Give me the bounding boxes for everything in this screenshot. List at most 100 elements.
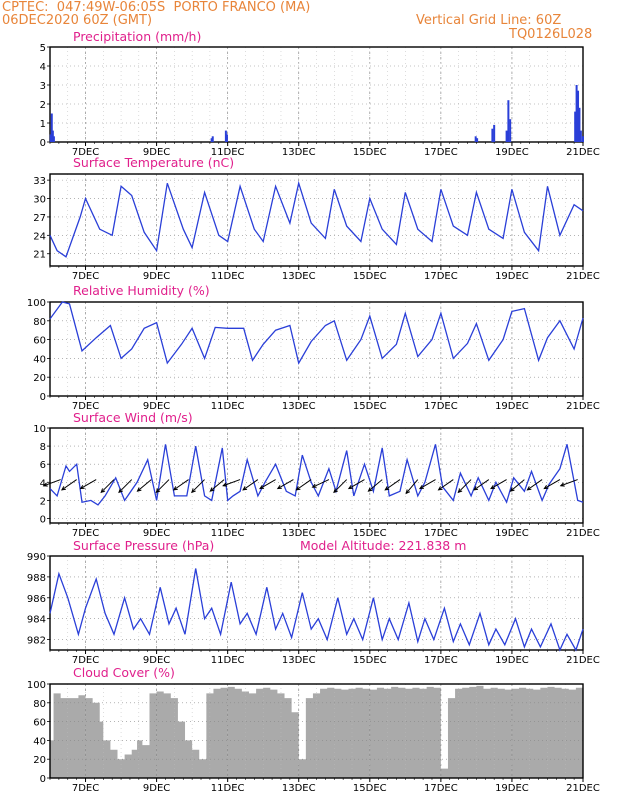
x-tick-label: 13DEC	[282, 783, 316, 794]
wind-arrow	[296, 479, 312, 491]
wind-arrow	[368, 479, 383, 492]
y-tick-label: 990	[27, 552, 46, 563]
x-tick-label: 9DEC	[143, 528, 170, 539]
wind-arrow-head	[155, 488, 161, 494]
y-tick-label: 2	[40, 496, 46, 507]
x-tick-label: 19DEC	[495, 271, 529, 282]
wind-arrow	[242, 479, 259, 491]
precip-bar	[211, 136, 214, 142]
wind-arrow-head	[509, 487, 515, 492]
wind-arrow	[560, 479, 578, 487]
x-tick-label: 19DEC	[495, 655, 529, 666]
humidity-panel: 0 20 40 60 80 100 7DEC 9DEC 11DEC 13DEC 15DEC 17DEC…	[27, 283, 600, 412]
precip-bar	[582, 136, 584, 142]
temperature-panel: 21 24 27 30 33 7DEC 9DEC 11DEC 13DEC 15DEC 17DEC 19…	[33, 155, 600, 282]
wind-arrow	[544, 479, 561, 490]
precip-bar	[509, 119, 512, 142]
x-tick-label: 9DEC	[143, 655, 170, 666]
y-tick-label: 0	[40, 514, 46, 525]
panel-title: Precipitation (mm/h)	[73, 29, 201, 44]
wind-arrow	[137, 479, 152, 492]
wind-arrow-head	[222, 482, 228, 487]
x-tick-label: 7DEC	[72, 783, 99, 794]
wind-arrow-head	[490, 484, 496, 490]
wind-arrow-head	[100, 488, 106, 494]
precip-bar	[225, 134, 228, 142]
x-tick-label: 19DEC	[495, 783, 529, 794]
wind-arrow-head	[559, 482, 565, 487]
x-tick-label: 7DEC	[72, 528, 99, 539]
x-tick-label: 17DEC	[424, 528, 458, 539]
precip-bar	[50, 113, 53, 142]
x-tick-label: 13DEC	[282, 528, 316, 539]
header-date: 06DEC2020 60Z (GMT)	[2, 13, 153, 28]
precip-bar	[507, 100, 510, 142]
wind-arrow-head	[543, 484, 549, 490]
x-tick-label: 21DEC	[566, 655, 600, 666]
y-tick-label: 986	[27, 594, 46, 605]
wind-arrow-head	[191, 488, 196, 494]
wind-arrow-head	[295, 486, 301, 491]
wind-arrow-head	[347, 484, 353, 490]
wind-arrow	[191, 479, 205, 493]
panel-title: Surface Wind (m/s)	[73, 410, 193, 425]
x-tick-label: 17DEC	[424, 655, 458, 666]
wind-arrow-head	[259, 484, 265, 490]
y-tick-label: 80	[33, 699, 46, 710]
y-tick-label: 5	[40, 43, 46, 54]
y-tick-label: 33	[33, 176, 46, 187]
wind-arrow	[277, 479, 294, 490]
precip-bar	[476, 138, 479, 142]
y-tick-label: 4	[40, 62, 46, 73]
series-line	[49, 301, 584, 365]
x-tick-label: 21DEC	[566, 401, 600, 412]
x-tick-label: 11DEC	[211, 401, 245, 412]
x-tick-label: 13DEC	[282, 147, 316, 158]
wind-arrow	[312, 479, 330, 488]
y-tick-label: 0	[40, 774, 46, 785]
precip-bar	[51, 130, 54, 142]
wind-arrow	[348, 479, 365, 490]
x-tick-label: 15DEC	[353, 655, 387, 666]
precip-bar	[49, 134, 52, 142]
x-tick-label: 7DEC	[72, 147, 99, 158]
wind-arrow	[490, 479, 507, 490]
y-tick-label: 20	[33, 373, 46, 384]
x-tick-label: 15DEC	[353, 401, 387, 412]
wind-arrow-head	[42, 482, 48, 487]
x-tick-label: 11DEC	[211, 783, 245, 794]
wind-arrow	[155, 479, 170, 493]
y-tick-label: 40	[33, 354, 46, 365]
x-tick-label: 21DEC	[566, 271, 600, 282]
x-tick-label: 15DEC	[353, 783, 387, 794]
panel-title: Relative Humidity (%)	[73, 283, 210, 298]
x-tick-label: 7DEC	[72, 401, 99, 412]
y-tick-label: 10	[33, 424, 46, 435]
wind-arrow	[259, 479, 276, 490]
y-tick-label: 8	[40, 442, 46, 453]
y-tick-label: 988	[27, 573, 46, 584]
precip-bar	[577, 90, 580, 142]
precip-bar	[574, 111, 577, 142]
wind-arrow	[210, 479, 225, 492]
panel-title: Cloud Cover (%)	[73, 665, 175, 680]
x-tick-label: 13DEC	[282, 401, 316, 412]
x-tick-label: 15DEC	[353, 528, 387, 539]
precip-bar	[474, 136, 477, 142]
precipitation-panel: 0 1 2 3 4 5 7DEC 9DEC 11DEC 13DEC 15DEC 17DEC 19DEC 2…	[40, 29, 600, 158]
y-tick-label: 100	[27, 680, 46, 691]
precip-bar	[579, 130, 582, 142]
wind-arrow	[419, 479, 436, 490]
y-tick-label: 4	[40, 478, 46, 489]
wind-arrow	[510, 479, 525, 492]
x-tick-label: 11DEC	[211, 655, 245, 666]
wind-arrow-head	[473, 486, 479, 491]
x-tick-label: 11DEC	[211, 147, 245, 158]
y-tick-label: 982	[27, 636, 46, 647]
x-tick-label: 11DEC	[211, 528, 245, 539]
y-tick-label: 60	[33, 336, 46, 347]
x-tick-label: 17DEC	[424, 271, 458, 282]
y-tick-label: 0	[40, 392, 46, 403]
x-tick-label: 21DEC	[566, 783, 600, 794]
x-tick-label: 19DEC	[495, 401, 529, 412]
